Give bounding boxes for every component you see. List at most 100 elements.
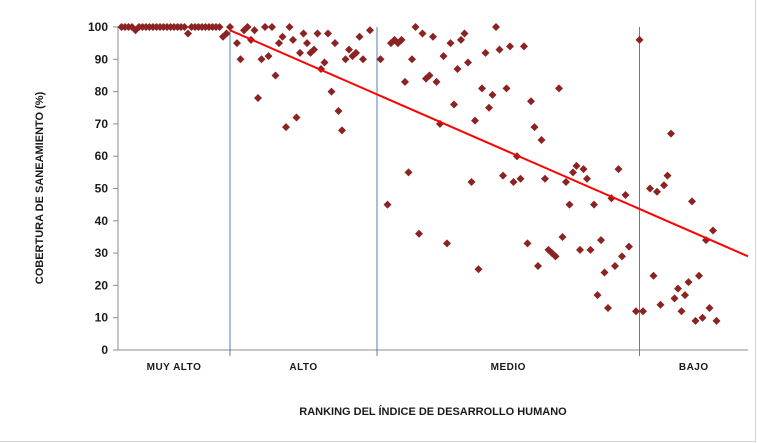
data-point xyxy=(275,39,283,48)
data-point xyxy=(278,32,287,41)
data-point xyxy=(460,29,469,38)
data-point xyxy=(215,23,224,31)
trendline xyxy=(229,29,749,258)
data-point xyxy=(649,271,658,280)
data-point xyxy=(705,304,714,313)
data-point xyxy=(453,64,462,73)
data-point xyxy=(555,84,563,93)
data-point xyxy=(579,165,588,174)
data-point xyxy=(565,200,574,209)
data-point xyxy=(611,262,619,271)
data-point xyxy=(264,52,273,61)
data-point xyxy=(226,23,234,31)
y-tick-label: 0 xyxy=(101,343,108,357)
data-point xyxy=(684,278,693,287)
data-point xyxy=(590,200,598,209)
data-point xyxy=(653,187,661,196)
data-point xyxy=(709,226,717,235)
data-point xyxy=(352,48,360,57)
data-point xyxy=(345,45,353,54)
y-tick-label: 70 xyxy=(95,117,109,131)
data-point xyxy=(464,58,472,67)
data-point xyxy=(558,232,567,241)
data-point xyxy=(341,55,350,64)
data-point xyxy=(320,58,329,67)
data-point xyxy=(285,23,294,31)
group-separator-lines xyxy=(229,27,640,356)
data-point xyxy=(681,291,689,300)
data-point xyxy=(632,307,640,316)
data-point xyxy=(499,171,507,180)
data-point xyxy=(541,174,549,183)
data-point xyxy=(593,291,602,300)
data-point xyxy=(296,48,304,57)
data-point xyxy=(621,190,630,199)
y-tick-label: 100 xyxy=(88,20,108,34)
data-point xyxy=(656,300,665,309)
data-point xyxy=(530,123,539,132)
y-axis-ticks: 0 10 20 30 40 50 60 70 80 90 100 xyxy=(88,20,118,357)
data-point xyxy=(516,174,525,183)
data-point xyxy=(429,32,437,41)
data-point xyxy=(334,106,343,115)
data-point xyxy=(425,71,434,80)
data-point xyxy=(446,39,455,48)
data-point xyxy=(404,168,413,177)
data-point xyxy=(506,42,514,51)
data-point xyxy=(411,23,420,31)
data-point xyxy=(474,265,483,274)
data-point xyxy=(432,77,441,86)
data-point xyxy=(254,94,262,103)
data-point xyxy=(495,45,504,54)
data-point xyxy=(677,307,686,316)
data-point xyxy=(604,304,612,313)
data-point xyxy=(492,23,500,31)
data-point xyxy=(331,39,339,48)
data-point xyxy=(271,71,280,80)
data-point xyxy=(457,35,465,44)
data-point xyxy=(660,181,668,190)
data-point xyxy=(625,242,633,251)
x-axis-title: RANKING DEL ÍNDICE DE DESARROLLO HUMANO xyxy=(299,405,567,418)
data-point xyxy=(562,178,570,187)
data-point xyxy=(338,126,346,135)
data-point xyxy=(303,39,311,48)
y-tick-label: 20 xyxy=(95,278,109,292)
data-point xyxy=(418,29,427,38)
data-point xyxy=(222,29,231,38)
data-point xyxy=(569,168,577,177)
trendline-group xyxy=(229,29,749,258)
data-point xyxy=(691,316,700,325)
data-point xyxy=(509,178,518,187)
data-point xyxy=(520,42,528,51)
data-point xyxy=(327,87,336,96)
axes xyxy=(117,27,748,351)
data-point xyxy=(467,178,476,187)
y-tick-label: 90 xyxy=(95,52,109,66)
data-point xyxy=(485,103,493,112)
data-point xyxy=(478,84,486,93)
data-point xyxy=(551,252,560,261)
data-point xyxy=(366,26,374,35)
data-point xyxy=(572,161,581,170)
data-point xyxy=(667,129,675,138)
data-point xyxy=(257,55,266,64)
data-point xyxy=(646,184,654,193)
data-point xyxy=(401,77,409,86)
data-point xyxy=(243,23,252,31)
data-point xyxy=(415,229,423,238)
data-point xyxy=(282,123,290,132)
data-point xyxy=(383,200,392,209)
group-labels: MUY ALTO ALTO MEDIO BAJO xyxy=(147,362,709,373)
group-label: ALTO xyxy=(289,362,317,373)
data-point xyxy=(324,29,332,38)
data-point xyxy=(698,313,707,322)
data-point xyxy=(261,23,269,31)
group-label: MUY ALTO xyxy=(147,362,202,373)
data-point xyxy=(674,284,682,293)
data-point xyxy=(488,90,497,99)
y-tick-label: 50 xyxy=(95,182,109,196)
data-point xyxy=(250,26,259,35)
